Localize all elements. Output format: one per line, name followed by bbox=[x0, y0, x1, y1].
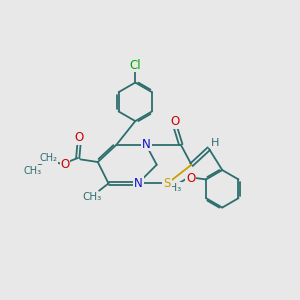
Text: O: O bbox=[186, 172, 195, 184]
Text: O: O bbox=[74, 131, 84, 144]
Text: CH₃: CH₃ bbox=[162, 183, 182, 193]
Text: CH₃: CH₃ bbox=[24, 166, 42, 176]
Text: N: N bbox=[134, 177, 143, 190]
Text: O: O bbox=[60, 158, 70, 171]
Text: Cl: Cl bbox=[130, 58, 141, 72]
Text: S: S bbox=[164, 178, 171, 190]
Text: CH₂: CH₂ bbox=[40, 153, 58, 163]
Text: N: N bbox=[142, 138, 151, 151]
Text: O: O bbox=[171, 115, 180, 128]
Text: H: H bbox=[211, 138, 219, 148]
Text: CH₃: CH₃ bbox=[83, 192, 102, 203]
